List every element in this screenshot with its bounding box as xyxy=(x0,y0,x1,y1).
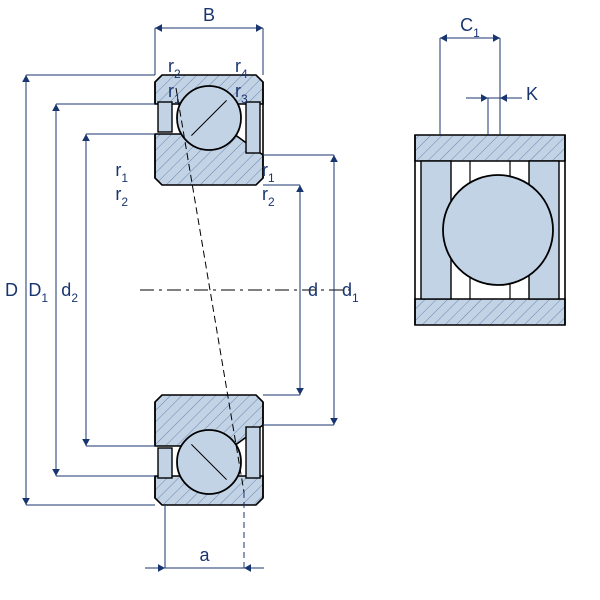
svg-text:d1: d1 xyxy=(342,280,359,305)
svg-text:a: a xyxy=(199,545,210,565)
svg-text:C1: C1 xyxy=(460,15,480,40)
svg-text:B: B xyxy=(203,5,215,25)
svg-text:r2: r2 xyxy=(115,184,128,209)
bearing-diagram: BDD1d2dd1ar2r4r1r3r1r1r2r2C1K xyxy=(0,0,600,600)
svg-text:r1: r1 xyxy=(115,160,128,185)
left-cross-section: BDD1d2dd1ar2r4r1r3r1r1r2r2 xyxy=(5,5,359,572)
svg-text:d: d xyxy=(308,280,318,300)
svg-text:D1: D1 xyxy=(28,280,48,305)
svg-text:d2: d2 xyxy=(61,280,78,305)
right-detail-view: C1 K xyxy=(415,15,565,325)
svg-text:D: D xyxy=(5,280,18,300)
svg-text:r1: r1 xyxy=(262,160,275,185)
svg-text:K: K xyxy=(526,84,538,104)
svg-text:r2: r2 xyxy=(262,184,275,209)
